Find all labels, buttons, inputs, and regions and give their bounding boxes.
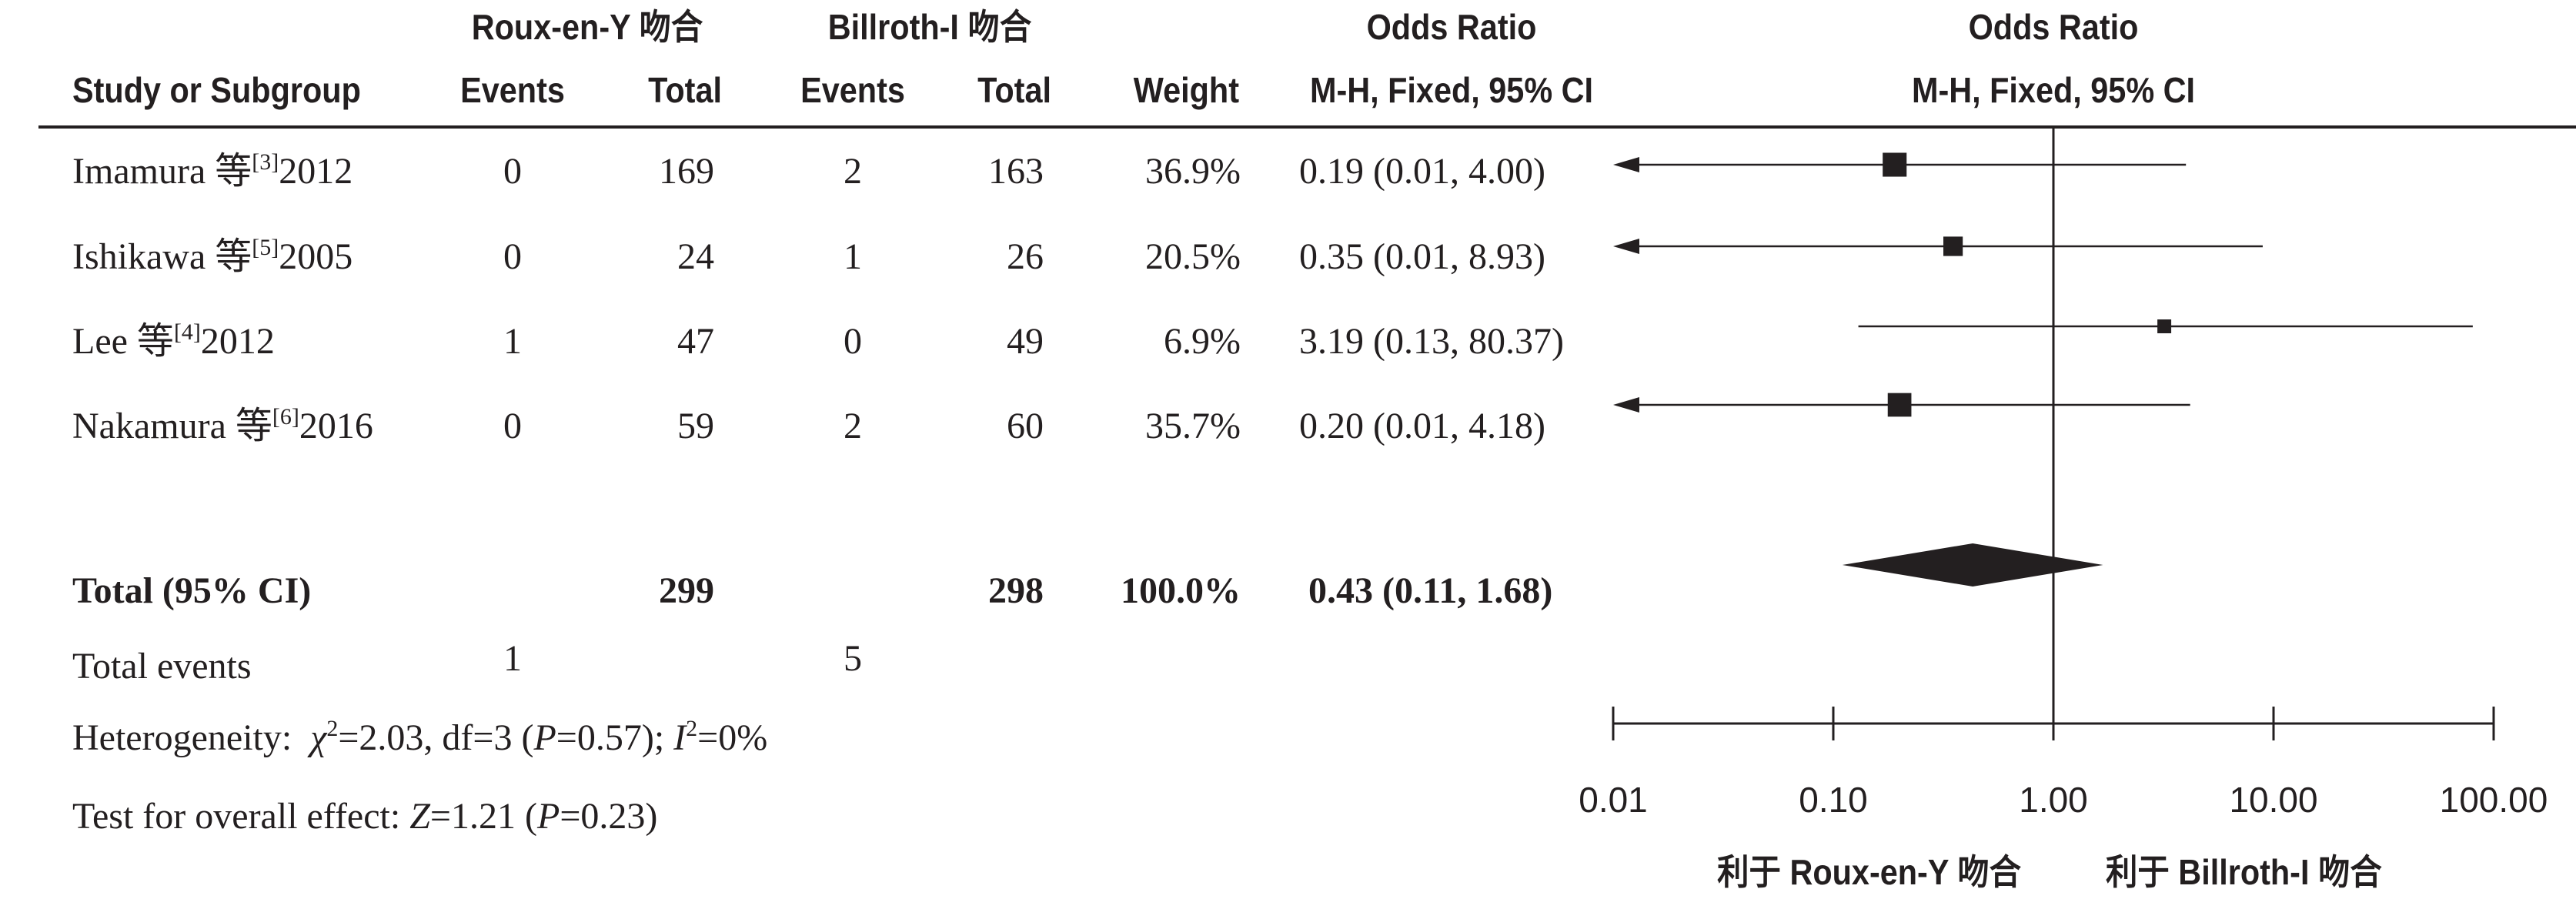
study-name: Nakamura 等[6]2016 bbox=[72, 404, 373, 446]
events2-cell: 2 bbox=[844, 406, 862, 446]
plot-method-header: M-H, Fixed, 95% CI bbox=[1911, 70, 2196, 110]
x-tick-label: 100.00 bbox=[2440, 780, 2548, 820]
or-ci-cell: 3.19 (0.13, 80.37) bbox=[1299, 321, 1564, 362]
total2-cell: 298 bbox=[988, 570, 1044, 611]
total1-cell: 299 bbox=[659, 570, 714, 611]
study-marker bbox=[1887, 393, 1912, 417]
study-marker bbox=[2157, 319, 2172, 333]
total-weight-cell: 100.0% bbox=[1121, 570, 1241, 611]
events1-cell: 0 bbox=[503, 236, 522, 277]
x-tick-label: 0.01 bbox=[1579, 780, 1648, 820]
plot-title: Odds Ratio bbox=[1968, 7, 2139, 47]
weight-cell: 6.9% bbox=[1164, 321, 1241, 362]
ci-arrow bbox=[1613, 397, 1639, 413]
total2-cell: 26 bbox=[1007, 236, 1044, 277]
study-marker bbox=[1883, 152, 1907, 177]
group2-header: Billroth-I 吻合 bbox=[827, 7, 1032, 47]
x-tick-label: 0.10 bbox=[1799, 780, 1868, 820]
total-label: Total (95% CI) bbox=[72, 570, 312, 611]
events2-column-header: Events bbox=[800, 70, 905, 110]
total-events2-cell: 5 bbox=[844, 638, 862, 679]
or-ci-cell: 0.19 (0.01, 4.00) bbox=[1299, 151, 1545, 192]
total1-cell: 24 bbox=[677, 236, 714, 277]
total1-column-header: Total bbox=[648, 70, 722, 110]
overall-effect-text: Test for overall effect: Z=1.21 (P=0.23) bbox=[72, 796, 658, 837]
total-or-ci-cell: 0.43 (0.11, 1.68) bbox=[1308, 570, 1553, 611]
events1-cell: 0 bbox=[503, 151, 522, 192]
total2-cell: 60 bbox=[1007, 406, 1044, 446]
x-tick-label: 1.00 bbox=[2019, 780, 2088, 820]
total-events-label: Total events bbox=[72, 646, 252, 687]
study-column-header: Study or Subgroup bbox=[72, 70, 361, 110]
weight-cell: 36.9% bbox=[1145, 151, 1241, 192]
weight-cell: 20.5% bbox=[1145, 236, 1241, 277]
study-name: Ishikawa 等[5]2005 bbox=[72, 235, 353, 277]
pooled-diamond bbox=[1842, 543, 2103, 587]
or-method-header: M-H, Fixed, 95% CI bbox=[1309, 70, 1594, 110]
header-rule bbox=[38, 125, 2576, 129]
weight-cell: 35.7% bbox=[1145, 406, 1241, 446]
group1-header: Roux-en-Y 吻合 bbox=[471, 7, 703, 47]
events2-cell: 0 bbox=[844, 321, 862, 362]
or-column-title: Odds Ratio bbox=[1366, 7, 1537, 47]
total1-cell: 169 bbox=[659, 151, 714, 192]
events1-column-header: Events bbox=[460, 70, 565, 110]
study-name: Imamura 等[3]2012 bbox=[72, 149, 353, 192]
ci-arrow bbox=[1613, 157, 1639, 172]
total1-cell: 47 bbox=[677, 321, 714, 362]
events1-cell: 0 bbox=[503, 406, 522, 446]
heterogeneity-text: Heterogeneity: χ2=2.03, df=3 (P=0.57); I… bbox=[72, 716, 768, 758]
x-tick-label: 10.00 bbox=[2229, 780, 2317, 820]
study-marker bbox=[1943, 236, 1963, 256]
total2-cell: 49 bbox=[1007, 321, 1044, 362]
ci-arrow bbox=[1613, 239, 1639, 254]
weight-column-header: Weight bbox=[1133, 70, 1239, 110]
total2-column-header: Total bbox=[977, 70, 1051, 110]
events2-cell: 2 bbox=[844, 151, 862, 192]
or-ci-cell: 0.20 (0.01, 4.18) bbox=[1299, 406, 1545, 446]
favours-right-label: 利于 Billroth-I 吻合 bbox=[2106, 852, 2382, 892]
or-ci-cell: 0.35 (0.01, 8.93) bbox=[1299, 236, 1545, 277]
total1-cell: 59 bbox=[677, 406, 714, 446]
events2-cell: 1 bbox=[844, 236, 862, 277]
favours-left-label: 利于 Roux-en-Y 吻合 bbox=[1717, 852, 2021, 892]
total-events1-cell: 1 bbox=[503, 638, 522, 679]
events1-cell: 1 bbox=[503, 321, 522, 362]
study-name: Lee 等[4]2012 bbox=[72, 319, 275, 362]
total2-cell: 163 bbox=[988, 151, 1044, 192]
